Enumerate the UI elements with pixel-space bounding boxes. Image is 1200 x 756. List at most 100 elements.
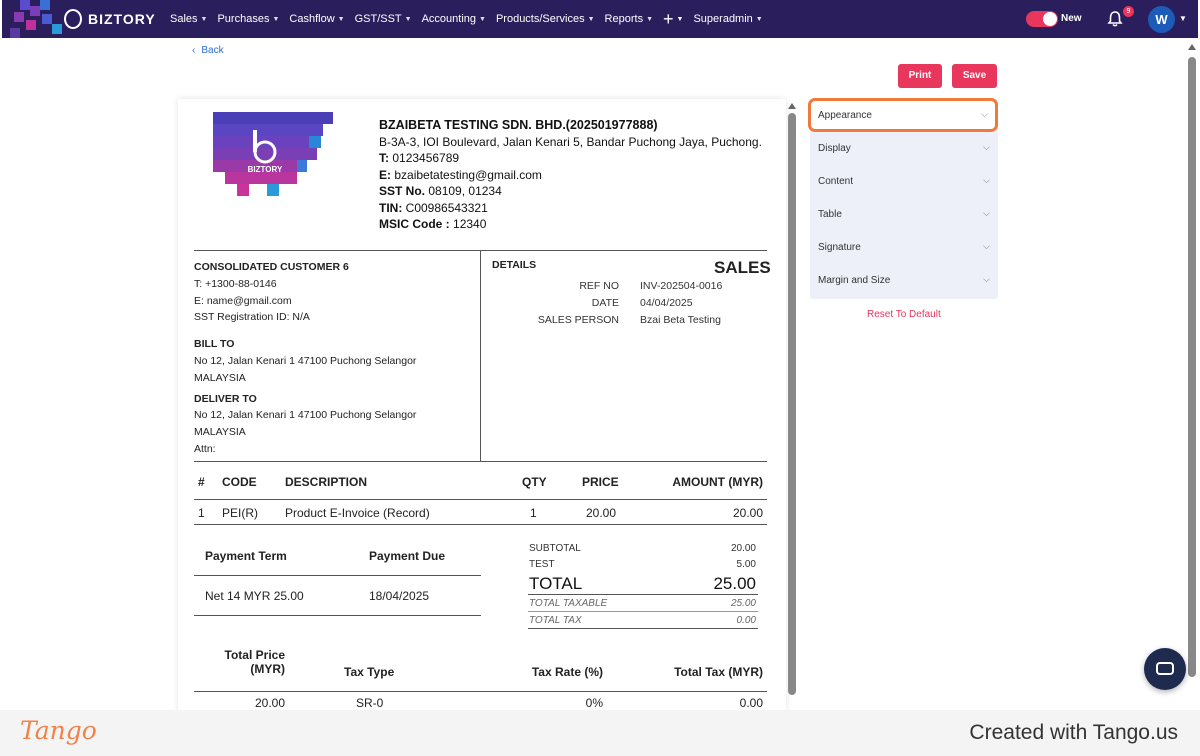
tax-rate: 0% (585, 696, 603, 710)
payment-term-value: Net 14 MYR 25.00 (205, 589, 304, 603)
tax-total: 0.00 (739, 696, 763, 710)
nav-reports[interactable]: Reports ▼ (604, 13, 654, 25)
company-sst: 08109, 01234 (428, 184, 502, 198)
notification-badge: 9 (1123, 6, 1134, 17)
preview-scrollbar[interactable] (786, 99, 798, 711)
chat-button[interactable] (1144, 648, 1186, 690)
caret-down-icon: ▼ (676, 15, 684, 23)
row-code: PEI(R) (222, 506, 258, 520)
customer-block: CONSOLIDATED CUSTOMER 6 T: +1300-88-0146… (194, 259, 416, 458)
scroll-up-icon[interactable] (1188, 44, 1196, 50)
accordion-margin-and-size[interactable]: Margin and Size ⌵ (818, 274, 990, 286)
chevron-down-icon: ⌵ (983, 241, 990, 251)
customer-name: CONSOLIDATED CUSTOMER 6 (194, 261, 349, 273)
col-header-code: CODE (222, 475, 257, 489)
deliver-to-address: No 12, Jalan Kenari 1 47100 Puchong Sela… (194, 409, 417, 422)
settings-panel: Appearance ⌵ Display ⌵ Content ⌵ Table ⌵… (808, 98, 998, 299)
subtotal-value: 20.00 (730, 543, 756, 554)
bill-to-country: MALAYSIA (194, 371, 246, 384)
total-taxable-value: 25.00 (730, 598, 756, 609)
sales-person-label: SALES PERSON (537, 314, 619, 326)
customer-phone: T: +1300-88-0146 (194, 277, 277, 290)
divider (194, 615, 481, 616)
document-type: SALES (714, 258, 771, 277)
reset-to-default-link[interactable]: Reset To Default (867, 309, 941, 320)
company-info: BZAIBETA TESTING SDN. BHD.(202501977888)… (379, 118, 762, 231)
bill-to-label: BILL TO (194, 338, 235, 351)
toggle-label: New (1061, 13, 1082, 24)
tango-footer: Tango Created with Tango.us (0, 710, 1200, 756)
created-with-text: Created with Tango.us (969, 721, 1178, 744)
nav-gst-sst[interactable]: GST/SST ▼ (354, 13, 412, 25)
details-label: DETAILS (492, 259, 537, 271)
scroll-up-icon[interactable] (788, 103, 796, 109)
total-tax-label: TOTAL TAX (529, 615, 582, 626)
print-button[interactable]: Print (898, 64, 942, 88)
scroll-thumb[interactable] (788, 113, 796, 695)
nav-products-services[interactable]: Products/Services ▼ (495, 13, 595, 25)
nav-purchases[interactable]: Purchases ▼ (217, 13, 280, 25)
divider (528, 611, 758, 612)
nav-accounting[interactable]: Accounting ▼ (421, 13, 486, 25)
toggle-knob (1043, 12, 1057, 26)
page-scrollbar[interactable] (1186, 40, 1198, 710)
bell-icon[interactable] (1106, 10, 1124, 28)
chevron-left-icon: ‹ (192, 45, 196, 56)
nav-sales[interactable]: Sales ▼ (170, 13, 208, 25)
caret-down-icon: ▼ (646, 15, 654, 23)
company-logo: BIZTORY (213, 112, 333, 196)
divider-vertical (480, 250, 481, 462)
divider (194, 524, 767, 525)
tax-total-price: 20.00 (254, 696, 285, 710)
payment-due-label: Payment Due (369, 549, 446, 563)
scroll-thumb[interactable] (1188, 57, 1196, 677)
accordion-display[interactable]: Display ⌵ (818, 142, 990, 154)
caret-down-icon: ▼ (755, 15, 763, 23)
customer-email: E: name@gmail.com (194, 294, 292, 307)
logo-text: BIZTORY (248, 165, 283, 174)
user-avatar[interactable]: W (1148, 6, 1175, 33)
save-button[interactable]: Save (952, 64, 997, 88)
chevron-down-icon: ⌵ (983, 274, 990, 284)
accordion-appearance[interactable]: Appearance ⌵ (808, 98, 998, 132)
col-header-number: # (198, 475, 205, 489)
row-number: 1 (198, 506, 205, 520)
main-nav: Sales ▼ Purchases ▼ Cashflow ▼ GST/SST ▼ Acc… (170, 0, 773, 38)
nav-add[interactable]: + ▼ (663, 9, 683, 30)
brand-b-icon (64, 9, 82, 29)
back-link[interactable]: ‹ Back (192, 45, 224, 56)
tango-logo: Tango (20, 716, 97, 745)
company-address: B-3A-3, IOI Boulevard, Jalan Kenari 5, B… (379, 134, 762, 149)
nav-superadmin[interactable]: Superadmin ▼ (693, 13, 763, 25)
chat-icon (1156, 662, 1174, 675)
brand-logo[interactable]: BIZTORY (64, 9, 156, 29)
chevron-down-icon[interactable]: ▼ (1179, 14, 1187, 23)
caret-down-icon: ▼ (200, 15, 208, 23)
caret-down-icon: ▼ (337, 15, 345, 23)
total-value: 25.00 (713, 574, 756, 593)
caret-down-icon: ▼ (587, 15, 595, 23)
test-value: 5.00 (736, 559, 756, 570)
divider (194, 499, 767, 500)
col-header-qty: QTY (522, 475, 547, 489)
accordion-content[interactable]: Content ⌵ (818, 175, 990, 187)
col-header-amount: AMOUNT (MYR) (672, 475, 763, 489)
accordion-signature[interactable]: Signature ⌵ (818, 241, 990, 253)
divider (528, 594, 758, 595)
row-price: 20.00 (586, 506, 617, 520)
tax-total-price-label: Total Price (MYR) (224, 648, 285, 676)
caret-down-icon: ▼ (479, 15, 486, 23)
new-ui-toggle[interactable] (1026, 11, 1058, 27)
row-description: Product E-Invoice (Record) (285, 506, 430, 520)
payment-due-value: 18/04/2025 (369, 589, 430, 603)
tax-type-label: Tax Type (344, 665, 395, 679)
attn: Attn: (194, 442, 216, 455)
divider (528, 628, 758, 629)
company-tin: C00986543321 (405, 200, 488, 215)
company-email: bzaibetatesting@gmail.com (394, 167, 542, 182)
accordion-table[interactable]: Table ⌵ (818, 208, 990, 220)
company-phone: 0123456789 (392, 151, 460, 165)
ref-no-value: INV-202504-0016 (640, 280, 723, 292)
date-value: 04/04/2025 (640, 297, 693, 309)
nav-cashflow[interactable]: Cashflow ▼ (289, 13, 345, 25)
